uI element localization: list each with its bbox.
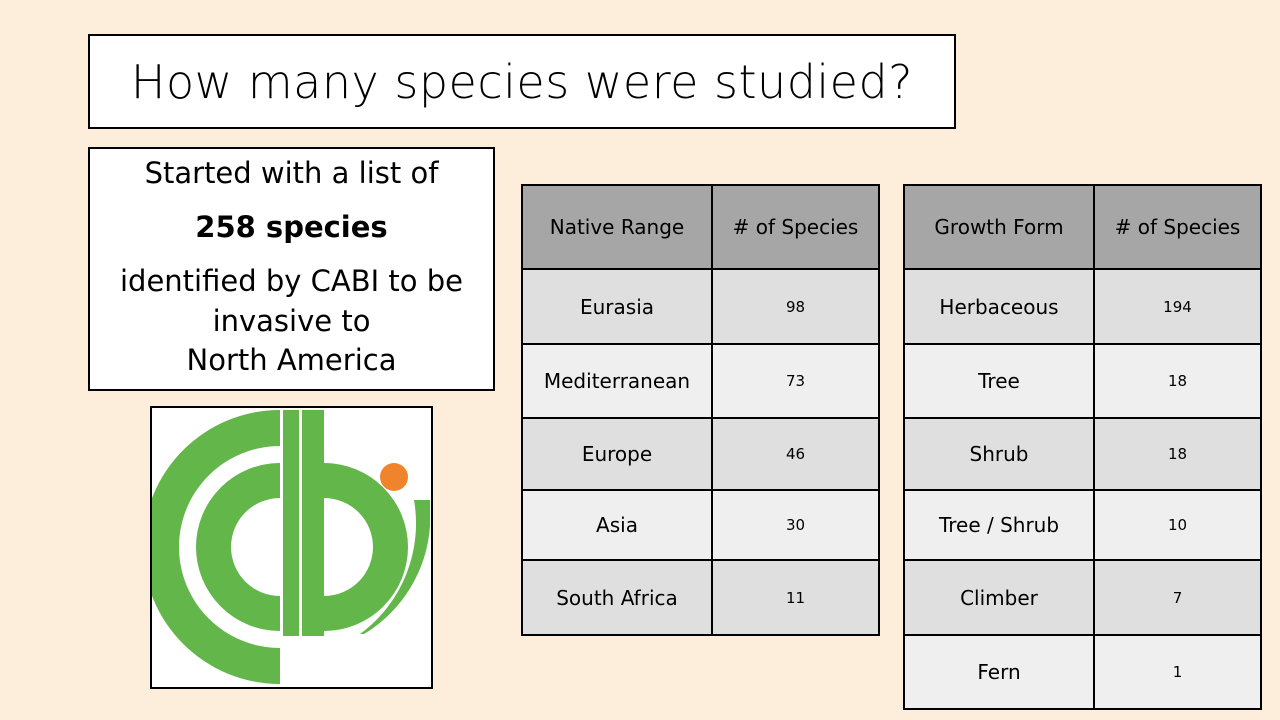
growth-form-cell: Shrub	[903, 417, 1095, 491]
table-row: Tree / Shrub 10	[903, 489, 1262, 561]
summary-line-4: invasive to	[212, 304, 371, 338]
count-cell: 18	[1093, 343, 1262, 419]
range-cell: Eurasia	[521, 268, 713, 345]
count-cell: 98	[711, 268, 880, 345]
growth-form-cell: Fern	[903, 634, 1095, 710]
header-species-count: # of Species	[1093, 184, 1262, 270]
count-cell: 7	[1093, 559, 1262, 636]
table-row: Fern 1	[903, 634, 1262, 710]
growth-form-cell: Tree	[903, 343, 1095, 419]
count-cell: 73	[711, 343, 880, 419]
logo-a-shape	[196, 463, 280, 631]
table-row: Shrub 18	[903, 417, 1262, 491]
count-cell: 10	[1093, 489, 1262, 561]
table-row: Asia 30	[521, 489, 880, 561]
header-growth-form: Growth Form	[903, 184, 1095, 270]
count-cell: 18	[1093, 417, 1262, 491]
growth-form-cell: Climber	[903, 559, 1095, 636]
slide-title-box: How many species were studied?	[88, 34, 956, 129]
range-cell: Europe	[521, 417, 713, 491]
header-native-range: Native Range	[521, 184, 713, 270]
count-cell: 194	[1093, 268, 1262, 345]
summary-line-3: identified by CABI to be	[120, 264, 463, 298]
native-range-table: Native Range # of Species Eurasia 98 Med…	[521, 184, 880, 636]
table-row: Climber 7	[903, 559, 1262, 636]
logo-c-shape	[152, 410, 280, 684]
summary-text-box: Started with a list of 258 species ident…	[88, 147, 495, 391]
summary-species-count: 258 species	[195, 210, 388, 244]
table-row: Europe 46	[521, 417, 880, 491]
range-cell: Asia	[521, 489, 713, 561]
range-cell: Mediterranean	[521, 343, 713, 419]
slide-title: How many species were studied?	[130, 54, 914, 109]
cabi-logo-icon	[152, 410, 430, 684]
table-header-row: Growth Form # of Species	[903, 184, 1262, 270]
count-cell: 11	[711, 559, 880, 636]
table-header-row: Native Range # of Species	[521, 184, 880, 270]
count-cell: 46	[711, 417, 880, 491]
summary-line-5: North America	[186, 343, 397, 377]
cabi-logo	[150, 406, 433, 689]
summary-line-1: Started with a list of	[144, 156, 439, 190]
growth-form-cell: Herbaceous	[903, 268, 1095, 345]
range-cell: South Africa	[521, 559, 713, 636]
logo-a-stem	[283, 410, 299, 636]
table-row: South Africa 11	[521, 559, 880, 636]
table-row: Tree 18	[903, 343, 1262, 419]
table-row: Eurasia 98	[521, 268, 880, 345]
table-row: Mediterranean 73	[521, 343, 880, 419]
logo-b-stem	[302, 410, 324, 636]
count-cell: 1	[1093, 634, 1262, 710]
growth-form-cell: Tree / Shrub	[903, 489, 1095, 561]
growth-form-table: Growth Form # of Species Herbaceous 194 …	[903, 184, 1262, 710]
logo-orange-dot	[380, 463, 408, 491]
logo-i-shape	[360, 500, 430, 634]
count-cell: 30	[711, 489, 880, 561]
logo-b-bowl	[324, 463, 408, 631]
table-row: Herbaceous 194	[903, 268, 1262, 345]
header-species-count: # of Species	[711, 184, 880, 270]
